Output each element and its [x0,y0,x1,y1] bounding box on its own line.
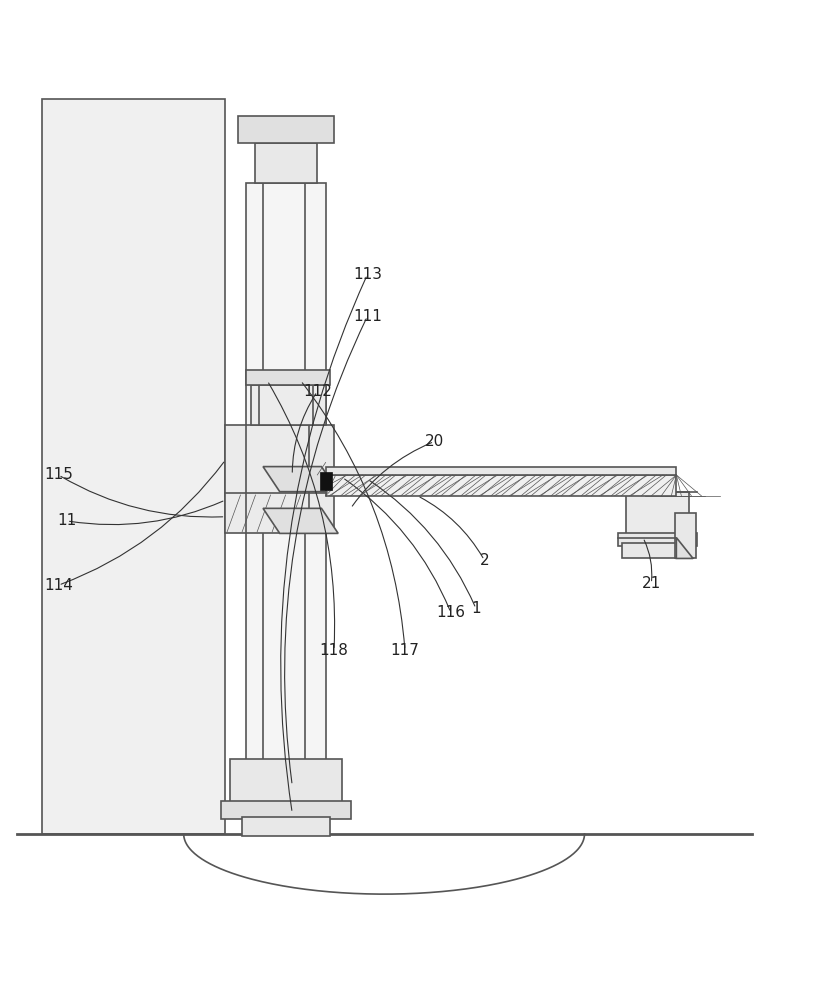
Bar [618,533,697,546]
Text: 117: 117 [391,643,419,658]
Bar [238,116,334,143]
Bar [230,759,342,805]
Bar [626,492,689,538]
Text: 2: 2 [479,553,489,568]
Polygon shape [676,538,693,558]
Bar [326,467,676,475]
Bar [42,99,225,834]
Text: 114: 114 [44,578,73,593]
Bar [250,385,326,425]
Bar [246,183,326,817]
Text: 113: 113 [353,267,382,282]
Text: 115: 115 [44,467,73,482]
Bar [255,143,317,183]
Text: 1: 1 [471,601,481,616]
Bar [242,817,330,836]
Text: 21: 21 [641,576,661,591]
Text: 11: 11 [57,513,77,528]
Text: 112: 112 [303,384,331,399]
Bar [225,425,334,496]
Bar [320,472,332,490]
Polygon shape [263,508,338,533]
Bar [225,493,334,533]
Bar [246,370,330,385]
Bar [675,513,696,558]
Bar [221,801,351,819]
Text: 20: 20 [424,434,444,449]
Bar [622,543,693,558]
Bar [326,475,676,496]
Text: 111: 111 [353,309,382,324]
Text: 118: 118 [320,643,348,658]
Polygon shape [263,467,338,492]
Text: 116: 116 [437,605,465,620]
